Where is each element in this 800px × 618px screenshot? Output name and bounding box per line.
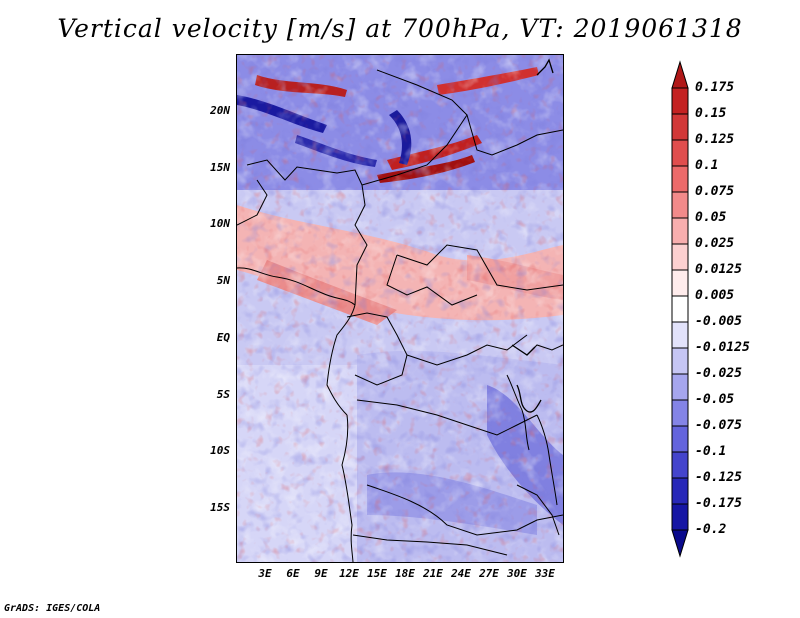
colorbar-label: -0.175: [695, 496, 742, 511]
colorbar-segment: [671, 295, 689, 323]
colorbar-label: 0.15: [695, 106, 727, 121]
colorbar-label: 0.1: [695, 158, 719, 173]
colorbar-label: 0.025: [695, 236, 735, 251]
colorbar-label: 0.075: [695, 184, 735, 199]
lon-label-21e: 21E: [423, 567, 443, 580]
colorbar-label: 0.05: [695, 210, 727, 225]
colorbar-label: -0.1: [695, 444, 727, 459]
lon-label-27e: 27E: [479, 567, 499, 580]
colorbar-segment: [671, 60, 689, 89]
colorbar-segment: [671, 373, 689, 401]
colorbar-segment: [671, 529, 689, 558]
colorbar-label: -0.025: [695, 366, 742, 381]
colorbar-segment: [671, 269, 689, 297]
colorbar-segment: [671, 399, 689, 427]
colorbar-label: 0.0125: [695, 262, 742, 277]
colorbar-label: -0.0125: [695, 340, 750, 355]
lat-label-5n: 5N: [216, 274, 230, 287]
lat-label-20n: 20N: [210, 104, 230, 117]
colorbar-label: 0.005: [695, 288, 735, 303]
map-plot-area: [236, 54, 564, 563]
lon-label-12e: 12E: [339, 567, 359, 580]
lat-label-eq: EQ: [216, 331, 230, 344]
lat-label-15n: 15N: [210, 161, 230, 174]
lon-label-33e: 33E: [535, 567, 555, 580]
colorbar-segment: [671, 477, 689, 505]
colorbar-segment: [671, 217, 689, 245]
lon-label-3e: 3E: [258, 567, 272, 580]
colorbar-label: -0.125: [695, 470, 742, 485]
lat-label-15s: 15S: [210, 501, 230, 514]
lon-label-15e: 15E: [367, 567, 387, 580]
colorbar-label: -0.2: [695, 522, 727, 537]
footer-credit: GrADS: IGES/COLA: [4, 603, 101, 614]
colorbar-segment: [671, 503, 689, 531]
colorbar-segment: [671, 165, 689, 193]
colorbar-segment: [671, 425, 689, 453]
velocity-field-map: [237, 55, 563, 562]
colorbar-segment: [671, 243, 689, 271]
lon-label-18e: 18E: [395, 567, 415, 580]
colorbar-label: -0.05: [695, 392, 735, 407]
lon-label-30e: 30E: [507, 567, 527, 580]
chart-title: Vertical velocity [m/s] at 700hPa, VT: 2…: [57, 14, 743, 43]
lat-label-10n: 10N: [210, 217, 230, 230]
colorbar-segment: [671, 113, 689, 141]
colorbar-segment: [671, 191, 689, 219]
colorbar-label: 0.175: [695, 80, 735, 95]
colorbar-label: 0.125: [695, 132, 735, 147]
colorbar-segment: [671, 347, 689, 375]
colorbar-segment: [671, 139, 689, 167]
colorbar-segment: [671, 321, 689, 349]
colorbar-segment: [671, 87, 689, 115]
colorbar-label: -0.075: [695, 418, 742, 433]
colorbar-segment: [671, 451, 689, 479]
colorbar-label: -0.005: [695, 314, 742, 329]
lat-label-5s: 5S: [216, 388, 230, 401]
lon-label-6e: 6E: [286, 567, 300, 580]
lat-label-10s: 10S: [210, 444, 230, 457]
lon-label-24e: 24E: [451, 567, 471, 580]
lon-label-9e: 9E: [314, 567, 328, 580]
